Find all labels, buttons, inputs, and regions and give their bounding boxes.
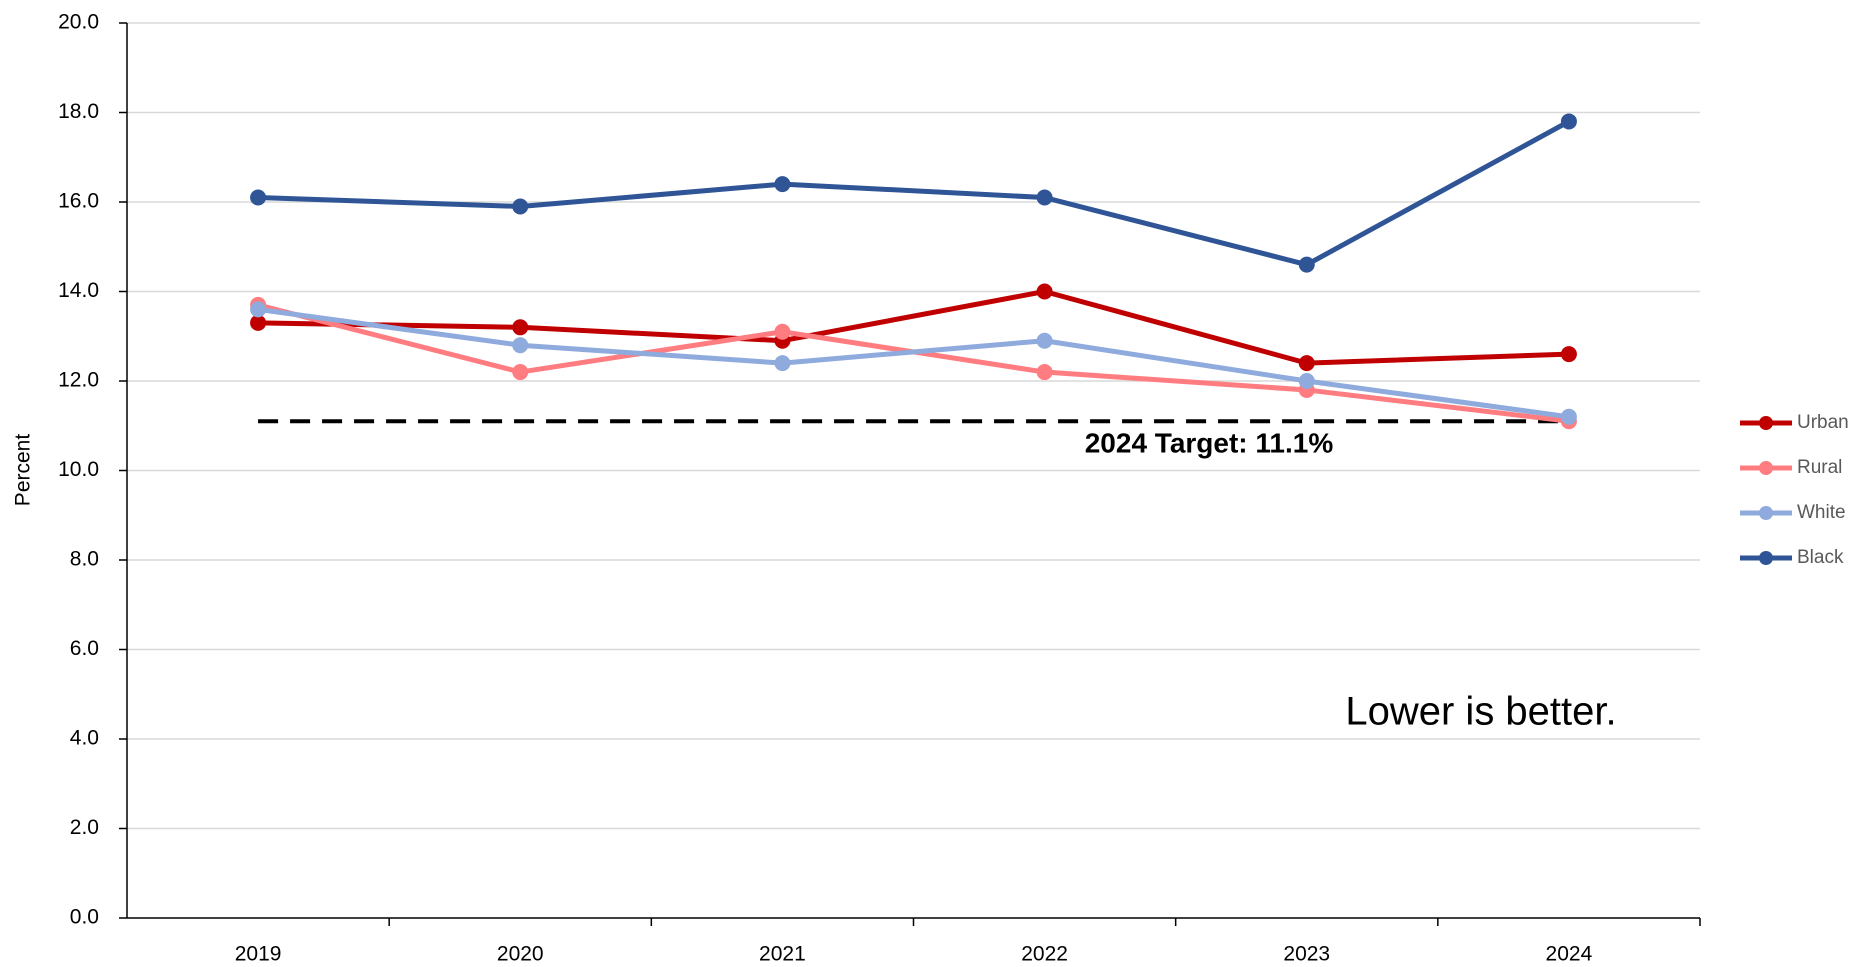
y-tick-label: 20.0 [58, 11, 99, 34]
legend-label: White [1797, 502, 1846, 523]
data-point [512, 364, 529, 381]
legend-marker [1759, 551, 1773, 565]
data-point [1036, 332, 1053, 349]
legend-marker [1759, 461, 1773, 475]
legend-label: Urban [1797, 412, 1849, 433]
legend-marker [1759, 416, 1773, 430]
annotation: Lower is better. [1345, 690, 1616, 734]
data-point [1298, 256, 1315, 273]
x-tick-label: 2023 [1283, 943, 1330, 966]
data-point [774, 355, 791, 372]
data-point [1036, 283, 1053, 300]
data-point [512, 337, 529, 354]
data-point [1560, 113, 1577, 130]
data-point [1036, 364, 1053, 381]
data-point [512, 319, 529, 336]
y-axis-label: Percent [12, 434, 35, 507]
y-tick-label: 8.0 [70, 548, 99, 571]
y-tick-label: 6.0 [70, 637, 99, 660]
y-tick-label: 4.0 [70, 727, 99, 750]
y-tick-label: 14.0 [58, 279, 99, 302]
y-tick-label: 2.0 [70, 816, 99, 839]
data-point [1298, 355, 1315, 372]
data-point [250, 301, 267, 318]
x-tick-label: 2022 [1021, 943, 1068, 966]
data-point [250, 314, 267, 331]
x-tick-label: 2019 [235, 943, 282, 966]
y-tick-label: 16.0 [58, 190, 99, 213]
series-line [257, 119, 1571, 268]
data-point [1560, 346, 1577, 363]
series-line [258, 289, 1570, 366]
target-label: 2024 Target: 11.1% [1085, 427, 1334, 458]
series-line [257, 306, 1570, 420]
data-point [1036, 189, 1053, 206]
x-tick-label: 2021 [759, 943, 806, 966]
data-point [512, 198, 529, 215]
y-tick-label: 10.0 [58, 458, 99, 481]
legend-marker [1759, 506, 1773, 520]
x-tick-label: 2024 [1546, 943, 1593, 966]
legend-label: Rural [1797, 457, 1842, 478]
x-tick-label: 2020 [497, 943, 544, 966]
data-point [1298, 373, 1315, 389]
legend-label: Black [1797, 547, 1844, 568]
y-tick-label: 0.0 [70, 906, 99, 929]
data-point [774, 323, 791, 340]
y-tick-label: 12.0 [58, 369, 99, 392]
y-tick-label: 18.0 [58, 100, 99, 123]
data-point [1560, 408, 1577, 425]
data-point [250, 189, 267, 206]
data-point [774, 176, 791, 193]
